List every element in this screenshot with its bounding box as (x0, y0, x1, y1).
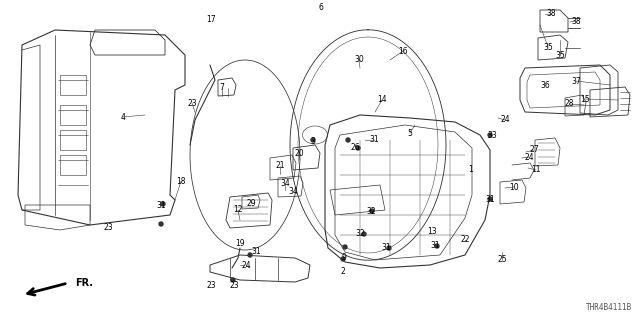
Text: 34: 34 (280, 180, 290, 188)
Circle shape (356, 146, 360, 150)
Circle shape (387, 246, 391, 250)
Circle shape (161, 202, 165, 206)
Text: 38: 38 (546, 10, 556, 19)
Text: 31: 31 (251, 247, 261, 257)
Circle shape (435, 244, 439, 248)
Text: 29: 29 (246, 199, 256, 209)
Text: THR4B4111B: THR4B4111B (586, 303, 632, 312)
Text: 37: 37 (571, 76, 581, 85)
Text: FR.: FR. (75, 278, 93, 288)
Text: 3: 3 (310, 137, 316, 146)
Text: 31: 31 (156, 201, 166, 210)
Text: 35: 35 (543, 43, 553, 52)
Circle shape (248, 253, 252, 257)
Text: 16: 16 (398, 46, 408, 55)
Text: 31: 31 (430, 242, 440, 251)
Text: 27: 27 (529, 146, 539, 155)
Text: 15: 15 (580, 94, 590, 103)
Text: 31: 31 (369, 135, 379, 145)
Text: 5: 5 (408, 129, 412, 138)
Circle shape (231, 278, 235, 282)
Circle shape (488, 133, 492, 137)
Text: 13: 13 (427, 227, 437, 236)
Text: 26: 26 (350, 143, 360, 153)
Text: 25: 25 (497, 255, 507, 265)
Circle shape (362, 232, 366, 236)
Text: 36: 36 (540, 82, 550, 91)
Text: 9: 9 (342, 252, 346, 261)
Text: 11: 11 (531, 165, 541, 174)
Text: 22: 22 (460, 236, 470, 244)
Text: 24: 24 (500, 116, 510, 124)
Text: 35: 35 (555, 51, 565, 60)
Text: 32: 32 (355, 229, 365, 238)
Text: 21: 21 (275, 162, 285, 171)
Text: 20: 20 (294, 148, 304, 157)
Text: 6: 6 (319, 4, 323, 12)
Circle shape (343, 245, 347, 249)
Circle shape (346, 138, 350, 142)
Circle shape (159, 222, 163, 226)
Text: 19: 19 (235, 238, 245, 247)
Circle shape (341, 257, 345, 261)
Text: 28: 28 (564, 100, 573, 108)
Text: 24: 24 (241, 260, 251, 269)
Text: 2: 2 (340, 268, 346, 276)
Text: 33: 33 (487, 131, 497, 140)
Text: 31: 31 (485, 195, 495, 204)
Text: 23: 23 (206, 281, 216, 290)
Text: 10: 10 (509, 182, 519, 191)
Text: 24: 24 (524, 153, 534, 162)
Text: 23: 23 (103, 222, 113, 231)
Text: 30: 30 (354, 54, 364, 63)
Text: 17: 17 (206, 15, 216, 25)
Circle shape (370, 209, 374, 213)
Text: 1: 1 (468, 165, 474, 174)
Text: 32: 32 (366, 206, 376, 215)
Text: 14: 14 (377, 95, 387, 105)
Circle shape (311, 138, 315, 142)
Text: 7: 7 (220, 83, 225, 92)
Text: 23: 23 (229, 281, 239, 290)
Text: 4: 4 (120, 113, 125, 122)
Circle shape (488, 197, 492, 201)
Text: 34: 34 (288, 188, 298, 196)
Text: 38: 38 (571, 17, 581, 26)
Text: 12: 12 (233, 205, 243, 214)
Text: 23: 23 (187, 99, 197, 108)
Text: 18: 18 (176, 177, 186, 186)
Text: 31: 31 (381, 243, 391, 252)
